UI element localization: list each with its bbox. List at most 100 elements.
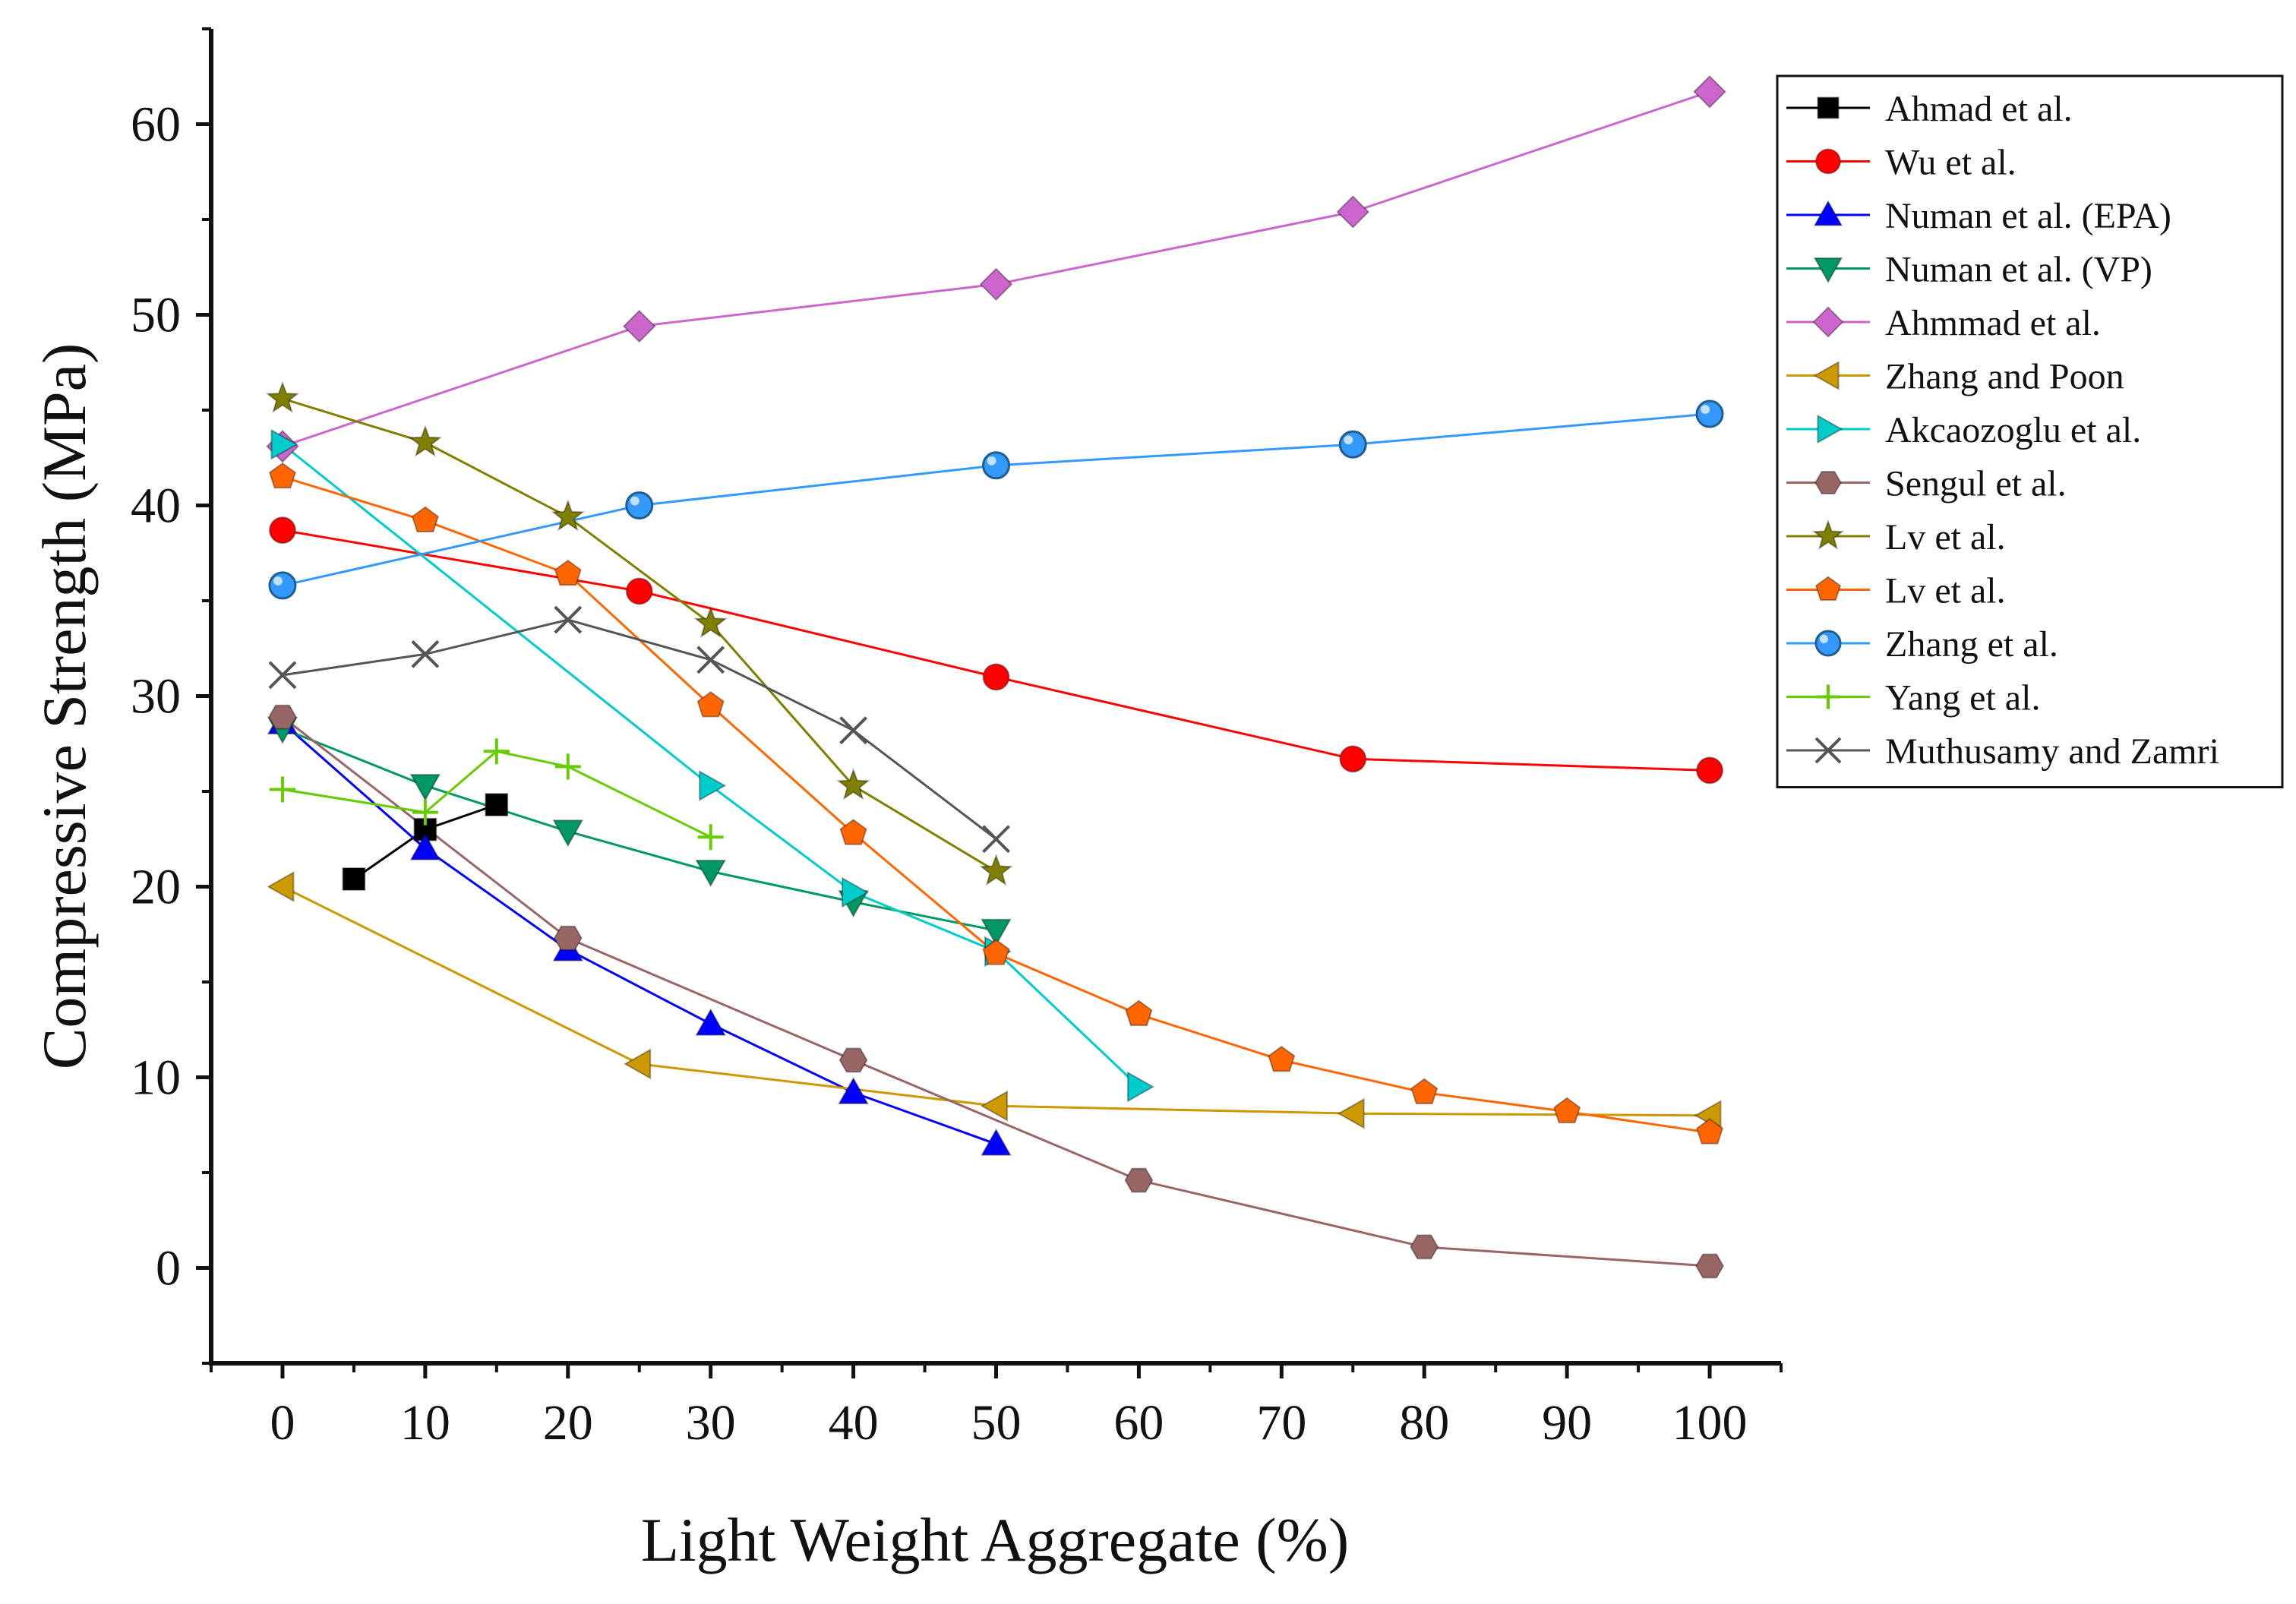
legend-label: Numan et al. (VP) [1885,250,2152,290]
y-tick-label: 40 [131,478,181,534]
data-point-9-1 [411,506,439,532]
data-point-3-3 [695,860,727,888]
legend-marker [1814,576,1842,602]
data-point-10-2 [982,451,1010,480]
data-point-9-9 [1553,1097,1581,1124]
y-tick-label: 0 [156,1241,181,1296]
data-point-12-4 [839,716,868,745]
data-point-6-1 [699,770,727,801]
legend-marker [1817,96,1840,119]
data-point-8-1 [408,425,443,457]
data-point-5-2 [980,1090,1008,1122]
x-tick-label: 100 [1672,1395,1748,1451]
data-point-2-1 [409,832,441,860]
series-line-2 [282,721,997,1145]
legend-item: Zhang and Poon [1786,357,2124,397]
legend-item: Lv et al. [1786,571,2006,611]
data-point-1-3 [1339,745,1367,773]
data-point-1-0 [268,516,296,545]
data-point-11-2 [483,738,510,765]
data-point-11-4 [697,824,724,851]
data-point-12-3 [696,646,725,674]
data-point-11-0 [269,776,295,803]
legend-item: Zhang et al. [1786,624,2058,665]
data-point-1-4 [1696,756,1724,785]
legend-marker [1813,257,1843,284]
legend-label: Ahmad et al. [1885,89,2073,129]
data-point-7-1 [553,925,583,951]
data-point-7-3 [1124,1167,1154,1193]
data-point-11-3 [554,753,581,780]
axes: 0 10 20 30 40 50 60 70 80 90 100 0 10 20 30 40 50 60 [131,27,1783,1451]
legend-label: Wu et al. [1885,143,2017,183]
data-point-5-3 [1337,1097,1365,1129]
legend-label: Zhang et al. [1885,624,2058,665]
x-tick-label: 20 [543,1395,593,1451]
data-point-9-3 [696,690,725,718]
legend-label: Numan et al. (EPA) [1885,196,2171,236]
legend-frame [1776,74,2284,788]
data-point-12-2 [554,605,583,634]
x-tick-label: 0 [270,1395,295,1451]
series-line-6 [282,444,1140,1088]
data-point-9-6 [1125,999,1153,1027]
data-point-5-1 [623,1048,652,1080]
x-tick-label: 10 [400,1395,450,1451]
data-point-0-0 [342,867,366,891]
legend-label: Yang et al. [1885,678,2040,718]
data-point-8-0 [265,380,300,413]
series-line-10 [282,412,1710,587]
legend-item: Numan et al. (EPA) [1786,196,2171,236]
data-point-9-5 [982,939,1010,965]
legend-marker [1813,361,1840,390]
legend-item: Lv et al. [1786,517,2006,557]
data-point-3-1 [409,774,441,802]
y-tick-label: 60 [131,97,181,153]
data-point-4-3 [1336,195,1370,229]
data-point-6-0 [270,428,298,460]
legend-marker [1814,737,1842,764]
x-tick-label: 90 [1542,1395,1592,1451]
data-point-1-1 [625,577,653,605]
series-line-7 [282,715,1710,1268]
legend-item: Yang et al. [1786,678,2040,718]
legend-label: Muthusamy and Zamri [1885,731,2219,772]
data-point-4-2 [979,267,1013,302]
data-point-8-3 [693,605,728,638]
legend-item: Numan et al. (VP) [1786,250,2152,290]
legend: Ahmad et al. Wu et al. Numan et al. (EPA) N… [1776,74,2284,788]
data-point-12-5 [982,825,1010,854]
legend-item: Sengul et al. [1786,464,2067,504]
x-tick-label: 50 [971,1395,1022,1451]
x-tick-label: 40 [829,1395,879,1451]
y-axis-label: Compressive Strength (MPa) [30,343,99,1070]
data-point-10-0 [268,571,297,600]
y-tick-label: 30 [131,669,181,725]
data-point-6-2 [842,876,870,908]
data-point-8-4 [836,768,870,800]
legend-label: Lv et al. [1885,571,2006,611]
data-point-11-1 [412,799,438,826]
data-point-8-2 [551,499,585,532]
y-tick-label: 50 [131,288,181,343]
data-point-6-4 [1127,1071,1155,1103]
legend-item: Akcaozoglu et al. [1786,410,2141,450]
series-line-8 [282,397,997,873]
data-point-9-4 [839,819,867,845]
data-point-10-3 [1338,430,1367,459]
legend-marker [1816,684,1840,709]
legend-label: Lv et al. [1885,517,2006,557]
data-point-7-0 [267,704,297,730]
series-line-3 [282,727,996,932]
data-point-12-0 [268,661,297,690]
data-point-7-5 [1695,1253,1725,1279]
legend-item: Ahmmad et al. [1786,303,2101,343]
legend-item: Muthusamy and Zamri [1786,731,2219,772]
x-tick-label: 80 [1399,1395,1449,1451]
series-line-12 [282,618,997,840]
data-point-4-4 [1693,74,1726,109]
x-tick-label: 60 [1113,1395,1164,1451]
data-point-2-4 [838,1076,870,1104]
